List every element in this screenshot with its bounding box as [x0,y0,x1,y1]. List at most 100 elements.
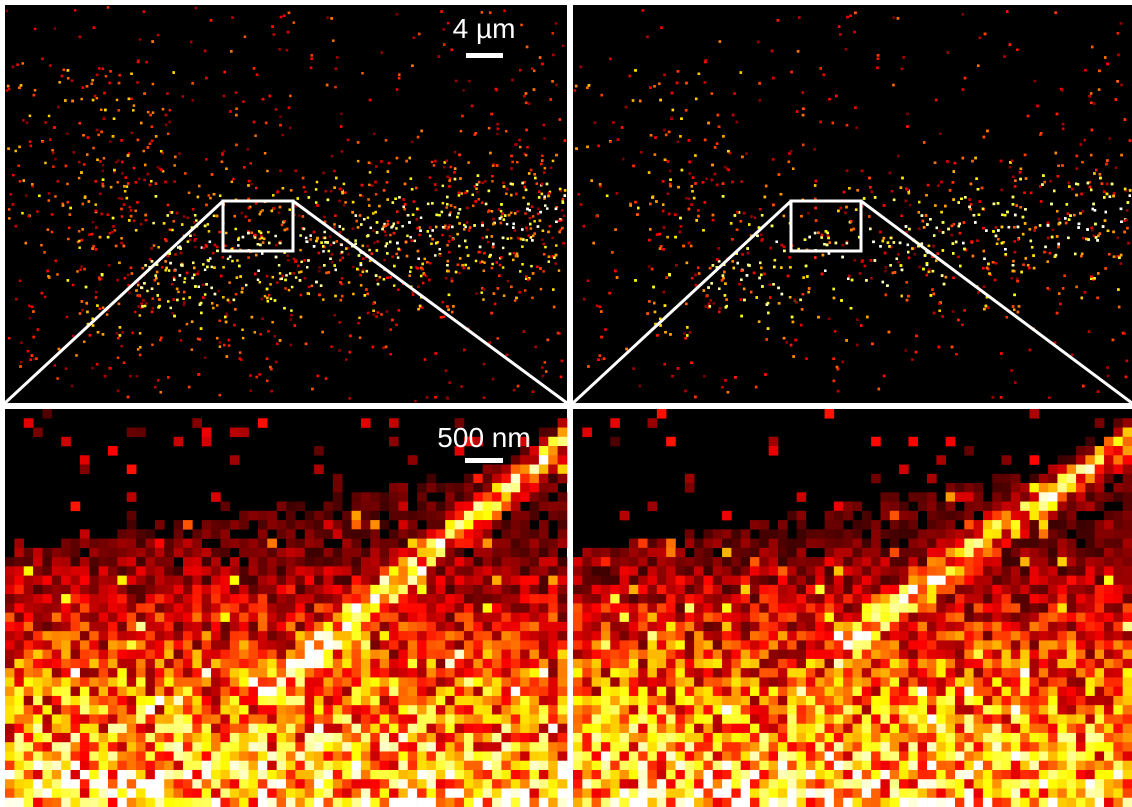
pixel [169,109,172,112]
pixel [205,244,208,247]
pixel [275,256,278,259]
pixel [892,84,895,87]
pixel [908,257,911,260]
pixel [79,312,82,315]
pixel [99,192,102,195]
pixel [555,244,558,247]
pixel [363,218,366,221]
pixel [359,336,362,339]
pixel [952,181,955,184]
pixel [550,167,553,170]
pixel [1031,246,1034,249]
pixel [124,190,127,193]
pixel [504,214,507,217]
pixel [310,57,313,60]
pixel [29,115,32,118]
pixel [1025,177,1028,180]
pixel [266,357,269,360]
pixel [41,58,44,61]
pixel [194,285,197,288]
pixel [559,118,562,121]
pixel [334,86,337,89]
pixel [306,266,309,269]
pixel [438,214,441,217]
pixel [375,165,378,168]
pixel [80,98,83,101]
pixel [8,88,10,91]
pixel [115,245,118,248]
pixel [651,268,654,271]
pixel [416,218,419,221]
pixel [1000,396,1003,399]
pixel [242,100,245,103]
pixel [941,315,944,318]
pixel [221,161,224,164]
pixel [549,225,552,228]
pixel [417,250,420,253]
pixel [408,221,411,224]
pixel [297,265,300,268]
pixel [189,239,192,242]
pixel [934,204,937,207]
pixel [204,50,207,53]
pixel [854,259,857,262]
pixel [1018,305,1021,308]
pixel [160,391,163,394]
pixel [537,207,540,210]
pixel [370,252,373,255]
pixel [1016,49,1019,52]
pixel [303,186,306,189]
pixel [11,66,14,69]
pixel [1082,385,1085,388]
pixel [507,237,510,240]
pixel [118,109,121,112]
pixel [471,105,474,108]
pixel [780,244,783,247]
pixel [357,141,360,144]
pixel [505,130,508,133]
pixel [211,302,214,305]
pixel [38,195,41,198]
pixel [497,287,500,290]
pixel [410,266,413,269]
pixel [524,212,527,215]
pixel [53,126,56,129]
pixel [205,158,208,161]
pixel [434,254,437,256]
pixel [286,49,289,52]
pixel [510,167,513,170]
pixel [116,279,119,282]
pixel [289,127,292,129]
pixel [19,279,22,282]
pixel [927,184,930,187]
pixel [204,225,207,228]
pixel [209,257,212,260]
pixel [846,16,849,19]
pixel [108,82,111,85]
pixel [475,292,478,295]
pixel [417,257,420,260]
pixel [800,324,803,327]
pixel [130,215,133,218]
pixel [456,233,459,236]
pixel [283,307,286,310]
pixel [225,167,228,170]
pixel [380,313,383,316]
pixel [515,297,518,300]
pixel [151,311,154,314]
pixel [244,215,247,218]
pixel [266,297,269,300]
pixel [366,245,369,248]
pixel [600,336,603,339]
pixel [918,211,921,214]
pixel [221,152,224,155]
pixel [261,317,264,320]
pixel [308,286,311,289]
pixel [792,167,795,170]
pixel [223,344,226,347]
pixel [131,272,134,275]
pixel [446,264,449,267]
pixel [440,10,443,13]
pixel [360,223,363,226]
pixel [915,335,918,338]
